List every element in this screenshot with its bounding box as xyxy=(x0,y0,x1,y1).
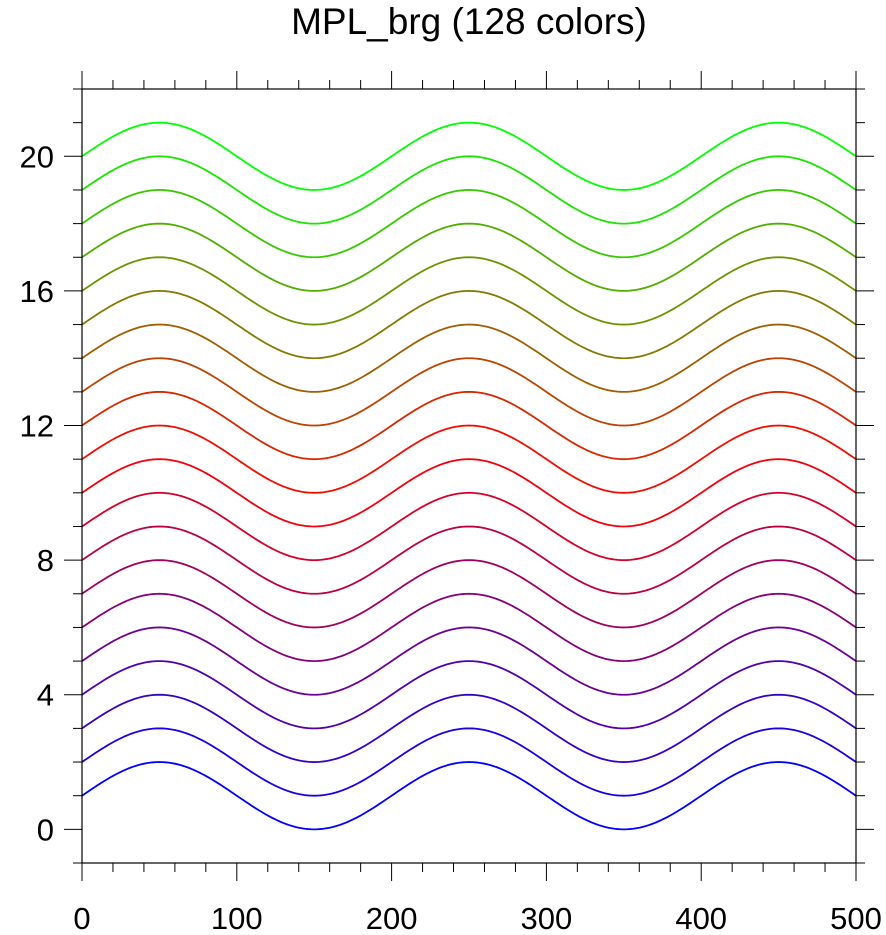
series-line-7 xyxy=(81,559,857,629)
series-line-9 xyxy=(81,491,857,562)
chart-title: MPL_brg (128 colors) xyxy=(291,1,647,42)
y-tick-label: 20 xyxy=(20,139,54,174)
series-line-5 xyxy=(81,626,857,696)
series-line-19 xyxy=(81,155,857,225)
series-line-20 xyxy=(81,121,857,191)
x-tick-label: 300 xyxy=(521,901,573,935)
series-line-3 xyxy=(81,693,857,763)
series-line-4 xyxy=(81,660,857,730)
x-tick-label: 400 xyxy=(675,901,727,935)
tick-labels: 0 100 200 300 400 500 0 4 8 12 16 20 xyxy=(20,139,882,935)
series-line-13 xyxy=(81,357,857,427)
x-tick-label: 200 xyxy=(366,901,418,935)
series-line-11 xyxy=(81,424,857,494)
series-line-12 xyxy=(81,390,857,461)
axis-ticks xyxy=(64,71,874,881)
series-lines xyxy=(81,121,857,831)
series-line-1 xyxy=(81,761,857,831)
x-tick-label: 100 xyxy=(211,901,263,935)
y-tick-label: 0 xyxy=(37,812,54,847)
series-line-14 xyxy=(81,323,857,393)
x-tick-label: 0 xyxy=(73,901,90,935)
series-line-10 xyxy=(81,458,857,528)
series-line-16 xyxy=(81,256,857,326)
y-tick-label: 8 xyxy=(37,543,54,578)
series-line-2 xyxy=(81,727,857,797)
series-line-6 xyxy=(81,592,857,662)
plot-frame xyxy=(81,88,857,864)
y-tick-label: 4 xyxy=(37,678,54,713)
x-tick-label: 500 xyxy=(830,901,882,935)
series-line-8 xyxy=(81,525,857,595)
y-tick-label: 12 xyxy=(20,409,54,444)
series-line-18 xyxy=(81,189,857,259)
y-tick-label: 16 xyxy=(20,274,54,309)
series-line-17 xyxy=(81,222,857,292)
series-line-15 xyxy=(81,290,857,360)
